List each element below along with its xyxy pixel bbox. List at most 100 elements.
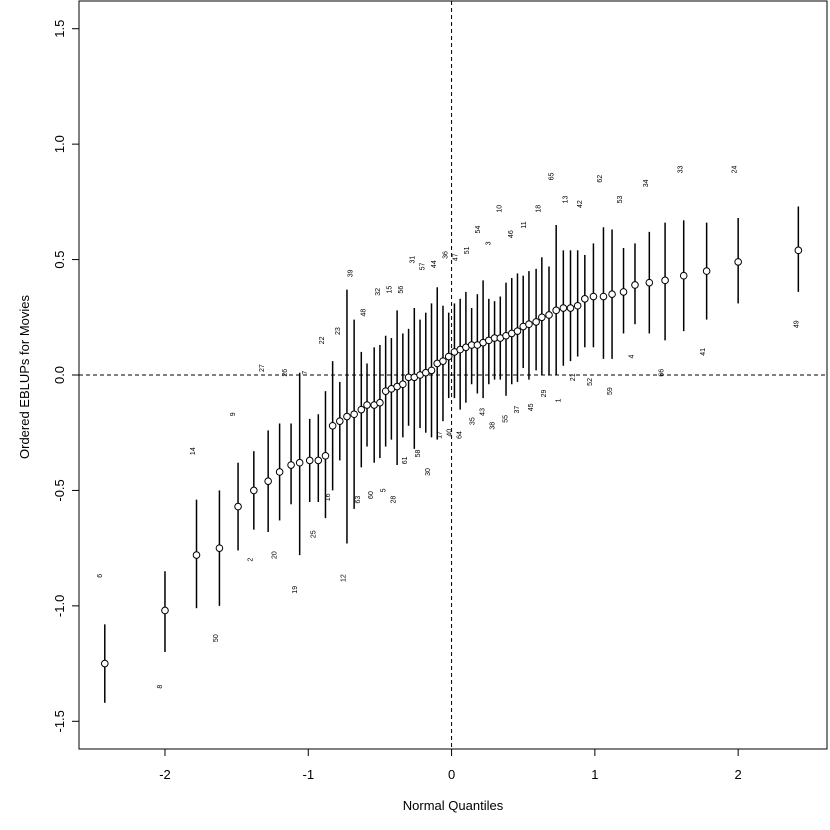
- data-point: [619, 288, 628, 296]
- point-label: 20: [272, 551, 279, 559]
- point-label: 18: [535, 205, 542, 213]
- point-label: 42: [577, 200, 584, 208]
- point-label: 64: [457, 431, 464, 439]
- y-tick-label: -1.5: [52, 710, 67, 732]
- point-label: 39: [348, 269, 355, 277]
- point-label: 49: [793, 320, 800, 328]
- point-label: 7: [302, 371, 309, 375]
- point-label: 22: [319, 336, 326, 344]
- data-point: [335, 417, 344, 425]
- point-label: 44: [431, 260, 438, 268]
- point-label: 2: [247, 558, 254, 562]
- data-point: [559, 304, 568, 312]
- y-tick-label: -1.0: [52, 595, 67, 617]
- point-label: 21: [570, 373, 577, 381]
- point-label: 60: [368, 491, 375, 499]
- point-label: 33: [677, 166, 684, 174]
- x-tick-label: -2: [159, 767, 171, 782]
- data-point: [645, 278, 654, 287]
- point-label: 15: [386, 286, 393, 294]
- y-tick-label: 0.0: [52, 366, 67, 384]
- point-label: 14: [190, 447, 197, 455]
- point-label: 59: [607, 387, 614, 395]
- point-label: 63: [355, 496, 362, 504]
- data-point: [608, 290, 616, 298]
- point-label: 27: [259, 364, 266, 372]
- data-point: [287, 461, 295, 469]
- point-label: 11: [521, 221, 528, 228]
- data-point: [192, 551, 201, 559]
- x-tick-label: 2: [735, 767, 742, 782]
- data-point: [305, 456, 314, 465]
- data-point: [599, 292, 608, 301]
- point-label: 52: [587, 378, 594, 386]
- data-point: [100, 659, 109, 668]
- data-point: [566, 304, 575, 312]
- y-tick-label: 0.5: [52, 251, 67, 269]
- data-point: [679, 271, 688, 280]
- y-tick-label: 1.0: [52, 135, 67, 153]
- data-point: [250, 486, 258, 495]
- point-label: 24: [732, 166, 739, 174]
- data-point: [552, 306, 560, 315]
- point-label: 3: [485, 241, 492, 245]
- y-axis: -1.5 -1.0 -0.5 0.0 0.5 1.0 1.5: [52, 20, 79, 732]
- data-point: [234, 502, 242, 511]
- data-point: [444, 352, 453, 361]
- point-labels: 6850142920271926257162212233963486032515…: [97, 166, 800, 689]
- point-label: 4: [629, 354, 636, 358]
- point-label: 55: [502, 415, 509, 423]
- data-point: [215, 544, 224, 552]
- point-label: 47: [452, 253, 459, 261]
- point-label: 8: [157, 685, 164, 689]
- data-point: [794, 246, 803, 255]
- data-point: [439, 357, 447, 365]
- point-label: 57: [419, 262, 426, 270]
- data-point: [376, 398, 384, 407]
- data-points: [100, 246, 803, 668]
- point-label: 12: [341, 574, 348, 582]
- point-label: 43: [480, 408, 487, 416]
- point-label: 45: [528, 403, 535, 411]
- data-point: [343, 412, 351, 421]
- data-point: [734, 258, 742, 266]
- data-point: [581, 295, 589, 303]
- point-label: 37: [514, 406, 521, 414]
- data-point: [328, 421, 337, 430]
- data-point: [295, 458, 304, 467]
- interval-bars: [104, 206, 800, 703]
- data-point: [350, 410, 358, 419]
- data-point: [525, 320, 533, 329]
- point-label: 34: [643, 179, 650, 187]
- point-label: 58: [415, 449, 422, 457]
- data-point: [314, 456, 323, 465]
- point-label: 51: [464, 246, 471, 254]
- point-label: 31: [409, 256, 416, 264]
- y-axis-title: Ordered EBLUPs for Movies: [17, 295, 32, 460]
- data-point: [363, 401, 371, 409]
- data-point: [538, 313, 546, 322]
- point-label: 61: [402, 456, 409, 464]
- data-point: [427, 366, 436, 375]
- point-label: 46: [508, 230, 515, 238]
- data-point: [264, 477, 272, 485]
- point-label: 28: [391, 496, 398, 504]
- point-label: 54: [475, 226, 482, 234]
- point-label: 29: [541, 389, 548, 397]
- point-label: 16: [325, 493, 332, 501]
- x-tick-label: 1: [591, 767, 598, 782]
- x-axis: -2 -1 0 1 2: [159, 749, 742, 782]
- data-point: [661, 276, 669, 285]
- point-label: 19: [292, 586, 299, 594]
- point-label: 53: [617, 196, 624, 204]
- point-label: 48: [361, 309, 368, 317]
- point-label: 5: [381, 488, 388, 492]
- data-point: [631, 281, 639, 289]
- point-label: 26: [282, 369, 289, 377]
- data-point: [321, 452, 330, 460]
- point-label: 41: [700, 348, 707, 356]
- point-label: 40: [447, 429, 454, 437]
- data-point: [589, 292, 598, 301]
- point-label: 30: [425, 468, 432, 476]
